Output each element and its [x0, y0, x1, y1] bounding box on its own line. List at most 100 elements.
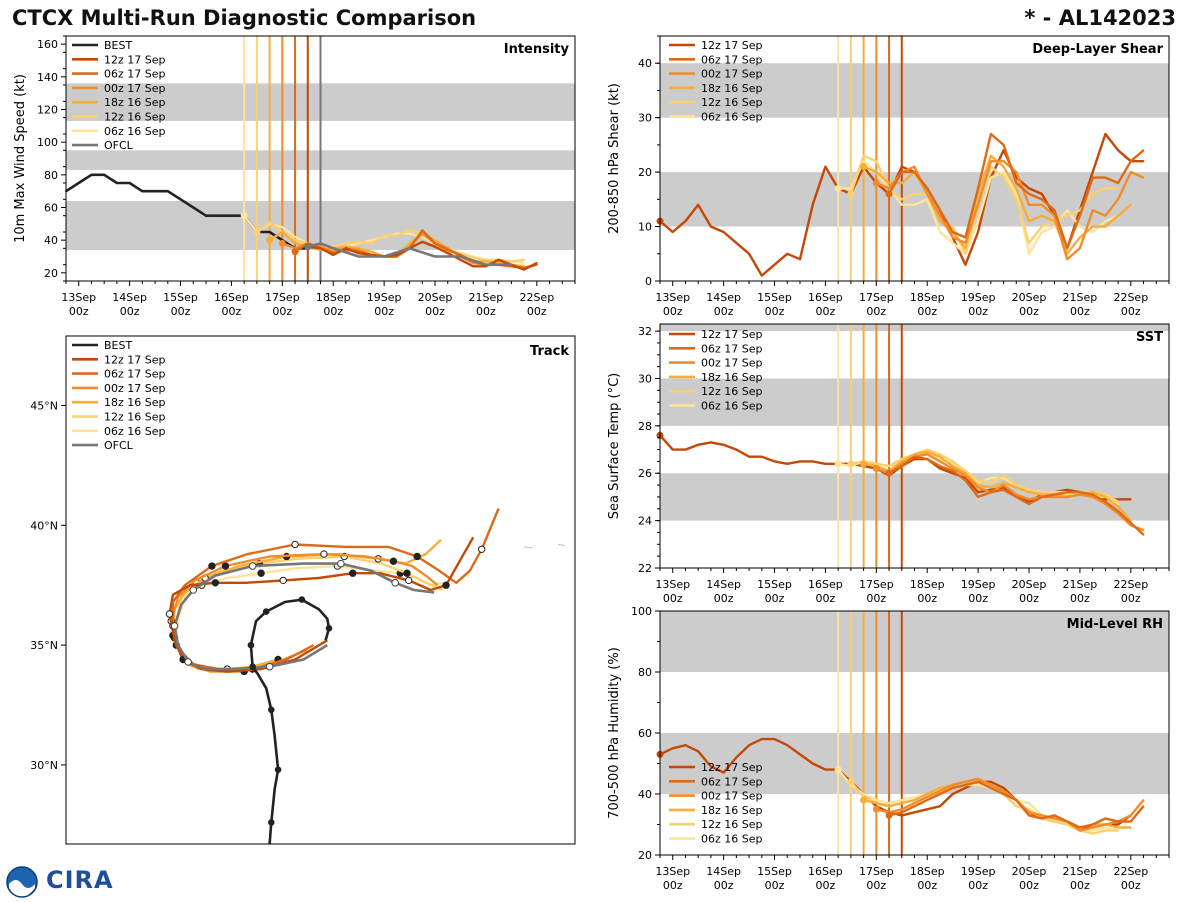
track-position-marker [279, 576, 287, 585]
sst-x-tick-label: 15Sep [757, 578, 792, 591]
sst-data-point [926, 458, 929, 460]
shear-data-point [1066, 247, 1069, 250]
track-position-marker [403, 569, 411, 577]
rh-data-point [671, 747, 674, 750]
track-position-marker [389, 557, 398, 565]
intensity-data-point [523, 262, 525, 264]
cira-logo: CIRA [6, 866, 116, 898]
shear-data-point [1015, 187, 1018, 190]
shear-data-point [951, 225, 954, 228]
sst-data-point [1091, 491, 1094, 494]
sst-data-point [710, 441, 712, 444]
sst-data-point [1104, 500, 1107, 503]
shear-legend-label: 06z 17 Sep [701, 53, 763, 66]
sst-data-point [977, 491, 979, 494]
sst-data-point [926, 453, 929, 456]
storm-id: * - AL142023 [1024, 6, 1176, 30]
sst-data-point [939, 467, 941, 470]
intensity-data-point [281, 226, 284, 229]
sst-data-point [1028, 491, 1030, 494]
rh-data-point [951, 793, 954, 795]
sst-x-tick-label: 20Sep [1012, 578, 1047, 591]
shear-data-point [760, 274, 763, 277]
intensity-data-point [332, 247, 335, 250]
intensity-data-point [434, 242, 436, 245]
intensity-y-tick-label: 160 [37, 38, 58, 51]
sst-data-point [1117, 510, 1119, 512]
intensity-data-point [77, 182, 80, 184]
intensity-data-point [217, 214, 220, 217]
intensity-data-point [434, 255, 436, 258]
rh-data-point [888, 802, 890, 804]
rh-data-point [913, 799, 916, 801]
shear-data-point [1142, 149, 1145, 152]
rh-data-point [684, 744, 687, 747]
rh-x-tick-label: 17Sep [859, 865, 894, 878]
shear-data-point [1079, 214, 1081, 217]
sst-data-point [1104, 503, 1107, 505]
sst-data-point [939, 458, 941, 460]
shear-data-point [1117, 149, 1119, 152]
shear-panel-title: Deep-Layer Shear [1032, 42, 1163, 57]
intensity-start-point [291, 248, 299, 256]
rh-data-point [1117, 823, 1119, 826]
sst-data-point [1129, 498, 1132, 501]
intensity-data-point [281, 231, 284, 233]
rh-data-point [1028, 814, 1030, 817]
shear-data-point [977, 187, 979, 190]
intensity-data-point [116, 182, 118, 184]
rh-series-line [876, 777, 1145, 832]
sst-data-point [939, 465, 941, 467]
shear-data-point [913, 193, 916, 195]
rh-data-point [1079, 829, 1081, 832]
shear-x-tick-label: 14Sep [706, 291, 741, 304]
shear-data-point [1015, 171, 1018, 174]
rh-start-point [834, 766, 842, 774]
sst-start-point [885, 469, 893, 477]
shear-legend-label: 12z 16 Sep [701, 96, 763, 109]
track-position-marker [298, 596, 306, 603]
sst-data-point [1079, 491, 1081, 494]
shear-data-point [799, 258, 801, 261]
rh-data-point [990, 780, 992, 783]
sst-data-point [990, 486, 992, 489]
shear-data-point [1028, 242, 1030, 244]
land-speck [557, 543, 565, 547]
shear-data-point [1117, 198, 1119, 201]
sst-data-point [926, 451, 929, 453]
track-position-marker [267, 819, 275, 826]
rh-x-tick-label: 00z [1019, 879, 1039, 892]
shear-data-point [1002, 171, 1005, 174]
intensity-data-point [357, 252, 360, 255]
rh-data-point [1142, 799, 1145, 801]
intensity-data-point [383, 234, 385, 237]
rh-x-tick-label: 20Sep [1012, 865, 1047, 878]
shear-x-tick-label: 15Sep [757, 291, 792, 304]
sst-x-tick-label: 00z [1019, 592, 1039, 605]
sst-data-point [1142, 529, 1145, 531]
track-position-marker [189, 586, 198, 594]
intensity-x-tick-label: 17Sep [265, 291, 300, 304]
shear-data-point [773, 263, 776, 266]
sst-data-point [748, 455, 750, 458]
sst-data-point [964, 472, 967, 475]
shear-data-point [1091, 231, 1094, 233]
intensity-data-point [446, 252, 449, 255]
intensity-data-point [485, 263, 487, 266]
intensity-legend-label: 12z 16 Sep [104, 111, 166, 124]
rh-data-point [990, 784, 992, 786]
intensity-y-axis-label: 10m Max Wind Speed (kt) [13, 74, 28, 243]
shear-data-point [1104, 225, 1107, 228]
sst-data-point [990, 491, 992, 494]
rh-x-tick-label: 00z [917, 879, 937, 892]
intensity-x-tick-label: 00z [69, 305, 89, 318]
intensity-data-point [535, 262, 538, 264]
intensity-data-point [485, 260, 487, 263]
sst-data-point [900, 460, 903, 463]
sst-x-tick-label: 00z [1121, 592, 1141, 605]
rh-x-tick-label: 00z [663, 879, 683, 892]
intensity-legend-label: 06z 17 Sep [104, 68, 166, 81]
sst-data-point [1142, 533, 1145, 536]
intensity-data-point [370, 239, 373, 242]
rh-data-point [977, 780, 979, 783]
